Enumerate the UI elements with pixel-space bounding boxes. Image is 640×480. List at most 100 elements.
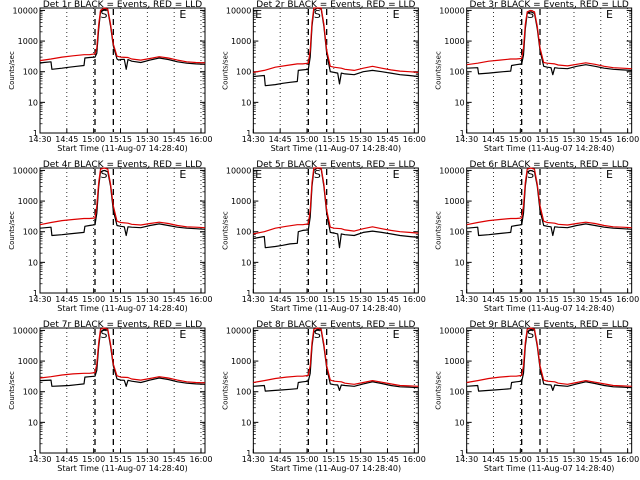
region-label: E (179, 328, 186, 341)
y-tick-label: 10000 (226, 166, 251, 175)
x-tick-label: 14:45 (482, 295, 505, 304)
detector-panel: Det 4r BLACK = Events, RED = LLD 14:30 14:… (8, 160, 213, 313)
y-tick-label: 10 (28, 418, 38, 427)
x-tick-label: 15:30 (562, 135, 585, 144)
lld-series-line (39, 7, 206, 64)
y-axis-label: Counts/sec (435, 211, 443, 250)
x-tick-label: 15:00 (295, 135, 318, 144)
x-tick-label: 15:15 (322, 135, 345, 144)
lld-series-line (39, 167, 206, 229)
x-tick-label: 14:30 (242, 135, 265, 144)
y-tick-label: 10 (241, 98, 251, 107)
y-tick-label: 10000 (439, 166, 464, 175)
y-axis-label: Counts/sec (221, 371, 229, 410)
region-label: E (255, 8, 262, 21)
region-label: E (606, 8, 613, 21)
region-label: S (527, 8, 534, 21)
detector-panel: Det 2r BLACK = Events, RED = LLD 14:30 14:… (221, 0, 426, 153)
x-tick-label: 14:30 (455, 135, 478, 144)
x-tick-label: 14:30 (242, 295, 265, 304)
detector-panel: Det 7r BLACK = Events, RED = LLD 14:30 14:… (8, 320, 213, 473)
y-tick-label: 10000 (226, 6, 251, 15)
region-label: E (393, 8, 400, 21)
x-tick-label: 15:45 (163, 135, 186, 144)
plot-frame (466, 167, 633, 294)
panel-title: Det 4r BLACK = Events, RED = LLD (43, 160, 202, 170)
y-tick-label: 10 (454, 418, 464, 427)
x-tick-label: 15:15 (536, 455, 559, 464)
region-label: S (101, 328, 108, 341)
x-tick-label: 14:30 (455, 455, 478, 464)
x-tick-label: 15:00 (509, 135, 532, 144)
y-tick-label: 10000 (13, 326, 38, 335)
lld-series-line (466, 167, 632, 229)
y-axis-label: Counts/sec (435, 51, 443, 90)
y-tick-label: 1000 (231, 37, 251, 46)
x-tick-label: 14:45 (269, 135, 292, 144)
x-tick-label: 15:30 (349, 295, 372, 304)
y-tick-label: 10 (28, 98, 38, 107)
plot-frame (39, 167, 206, 294)
y-tick-label: 100 (449, 228, 464, 237)
region-label: E (179, 8, 186, 21)
x-tick-label: 15:00 (295, 455, 318, 464)
y-tick-label: 10 (241, 418, 251, 427)
y-tick-label: 100 (23, 388, 38, 397)
region-label: E (393, 328, 400, 341)
region-label: S (527, 328, 534, 341)
x-tick-label: 16:00 (616, 135, 639, 144)
y-tick-label: 100 (23, 228, 38, 237)
x-tick-label: 14:30 (28, 135, 51, 144)
y-tick-label: 1000 (231, 197, 251, 206)
lld-series-line (253, 327, 419, 387)
x-tick-label: 15:30 (136, 455, 159, 464)
region-label: S (314, 8, 321, 21)
x-tick-label: 15:00 (82, 455, 105, 464)
lld-series-line (39, 327, 206, 384)
region-label: E (606, 168, 613, 181)
x-tick-label: 16:00 (189, 135, 212, 144)
y-axis-label: Counts/sec (221, 51, 229, 90)
x-axis-label: Start Time (11-Aug-07 14:28:40) (484, 464, 615, 473)
x-tick-label: 15:45 (589, 295, 612, 304)
y-tick-label: 10 (454, 258, 464, 267)
x-tick-label: 15:45 (163, 295, 186, 304)
x-axis-label: Start Time (11-Aug-07 14:28:40) (271, 464, 402, 473)
x-tick-label: 15:30 (136, 135, 159, 144)
x-axis-label: Start Time (11-Aug-07 14:28:40) (484, 144, 615, 153)
x-tick-label: 16:00 (403, 295, 426, 304)
x-tick-label: 16:00 (616, 295, 639, 304)
region-label: E (255, 168, 262, 181)
y-tick-label: 10000 (226, 326, 251, 335)
x-tick-label: 15:00 (82, 135, 105, 144)
x-tick-label: 15:45 (163, 455, 186, 464)
y-tick-label: 100 (449, 68, 464, 77)
y-tick-label: 10000 (439, 6, 464, 15)
x-tick-label: 15:30 (562, 455, 585, 464)
y-tick-label: 100 (236, 68, 251, 77)
plot-frame (252, 167, 419, 294)
lld-series-line (253, 167, 419, 235)
x-tick-label: 15:00 (295, 295, 318, 304)
y-tick-label: 10000 (13, 6, 38, 15)
x-tick-label: 14:45 (269, 295, 292, 304)
y-tick-label: 1000 (444, 37, 464, 46)
y-tick-label: 1000 (231, 357, 251, 366)
panel-title: Det 9r BLACK = Events, RED = LLD (470, 320, 629, 330)
y-tick-label: 1 (460, 129, 465, 138)
panel-title: Det 6r BLACK = Events, RED = LLD (470, 160, 629, 170)
panel-title: Det 7r BLACK = Events, RED = LLD (43, 320, 202, 330)
y-axis-label: Counts/sec (435, 371, 443, 410)
x-tick-label: 14:45 (55, 295, 78, 304)
x-tick-label: 16:00 (403, 135, 426, 144)
panel-title: Det 2r BLACK = Events, RED = LLD (256, 0, 415, 10)
lld-series-line (466, 9, 632, 70)
x-tick-label: 15:00 (82, 295, 105, 304)
y-axis-label: Counts/sec (221, 211, 229, 250)
y-tick-label: 100 (23, 68, 38, 77)
x-tick-label: 16:00 (189, 295, 212, 304)
x-tick-label: 14:30 (28, 295, 51, 304)
x-tick-label: 14:45 (269, 455, 292, 464)
x-axis-label: Start Time (11-Aug-07 14:28:40) (57, 304, 188, 313)
y-tick-label: 1 (460, 449, 465, 458)
